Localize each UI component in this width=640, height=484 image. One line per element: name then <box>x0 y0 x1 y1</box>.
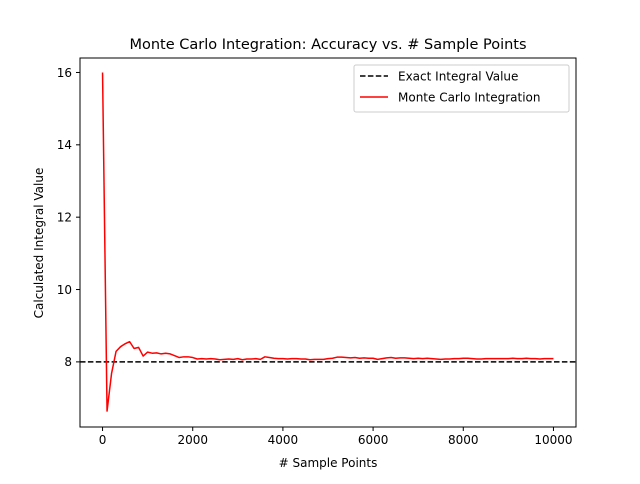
legend-label-exact: Exact Integral Value <box>398 70 518 84</box>
y-tick-label: 16 <box>57 66 72 80</box>
legend-label-monte-carlo: Monte Carlo Integration <box>398 91 540 105</box>
legend-frame <box>353 64 570 113</box>
plot-area <box>80 72 576 412</box>
x-tick-label: 6000 <box>358 433 389 447</box>
x-tick-label: 0 <box>99 433 107 447</box>
y-tick-label: 12 <box>57 210 72 224</box>
monte-carlo-line <box>101 72 554 412</box>
x-tick-label: 8000 <box>448 433 479 447</box>
x-axis-label: # Sample Points <box>279 456 378 470</box>
chart-title: Monte Carlo Integration: Accuracy vs. # … <box>129 37 526 53</box>
y-tick-label: 8 <box>64 355 72 369</box>
y-axis-label: Calculated Integral Value <box>32 168 46 319</box>
x-tick-label: 4000 <box>268 433 299 447</box>
x-tick-label: 2000 <box>177 433 208 447</box>
axes-frame <box>79 57 577 428</box>
y-tick-label: 10 <box>57 283 72 297</box>
axis-ticks: 0 2000 4000 6000 8000 10000 8 10 12 14 16 <box>57 66 573 447</box>
x-tick-label: 10000 <box>534 433 572 447</box>
y-tick-label: 14 <box>57 138 72 152</box>
legend: Exact Integral Value Monte Carlo Integra… <box>353 64 570 113</box>
